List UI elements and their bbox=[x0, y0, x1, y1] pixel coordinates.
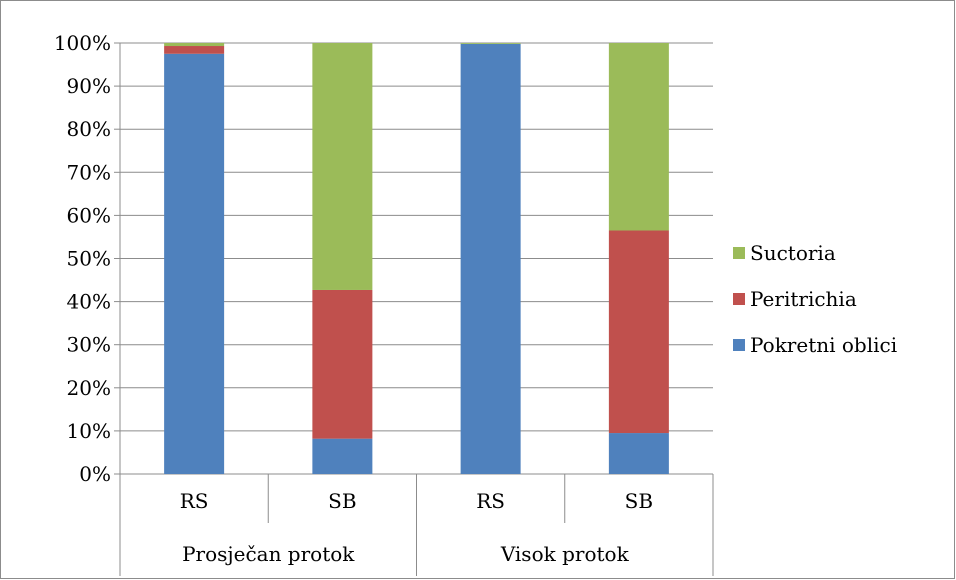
y-tick-label: 60% bbox=[67, 203, 111, 227]
x-group-label: Visok protok bbox=[500, 542, 630, 566]
bar-segment-suctoria bbox=[312, 43, 373, 290]
legend-label: Pokretni oblici bbox=[750, 333, 897, 357]
legend-label: Peritrichia bbox=[750, 287, 857, 311]
bar-segment-suctoria bbox=[460, 43, 521, 44]
bar-segment-peritrichia bbox=[608, 230, 669, 434]
legend-swatch bbox=[733, 293, 745, 305]
x-category-label: SB bbox=[625, 489, 653, 513]
y-tick-label: 20% bbox=[67, 376, 111, 400]
bar-segment-pokretni-oblici bbox=[608, 433, 669, 474]
y-tick-label: 30% bbox=[67, 333, 111, 357]
bar-segment-pokretni-oblici bbox=[460, 43, 521, 474]
bar-segment-peritrichia bbox=[164, 46, 225, 54]
y-tick-label: 0% bbox=[79, 462, 111, 486]
legend-label: Suctoria bbox=[750, 241, 836, 265]
x-category-label: SB bbox=[328, 489, 356, 513]
y-tick-label: 70% bbox=[67, 160, 111, 184]
y-tick-label: 100% bbox=[54, 31, 111, 55]
y-tick-label: 10% bbox=[67, 419, 111, 443]
bar-segment-peritrichia bbox=[312, 289, 373, 439]
x-category-label: RS bbox=[180, 489, 209, 513]
y-tick-label: 80% bbox=[67, 117, 111, 141]
bar-segment-suctoria bbox=[164, 43, 225, 47]
y-tick-label: 40% bbox=[67, 290, 111, 314]
y-tick-label: 50% bbox=[67, 247, 111, 271]
bar-segment-pokretni-oblici bbox=[312, 438, 373, 474]
legend-swatch bbox=[733, 339, 745, 351]
x-group-label: Prosječan protok bbox=[182, 542, 355, 566]
bar-segment-pokretni-oblici bbox=[164, 53, 225, 475]
x-category-label: RS bbox=[476, 489, 505, 513]
y-tick-label: 90% bbox=[67, 74, 111, 98]
bar-segment-suctoria bbox=[608, 43, 669, 231]
legend-swatch bbox=[733, 247, 745, 259]
